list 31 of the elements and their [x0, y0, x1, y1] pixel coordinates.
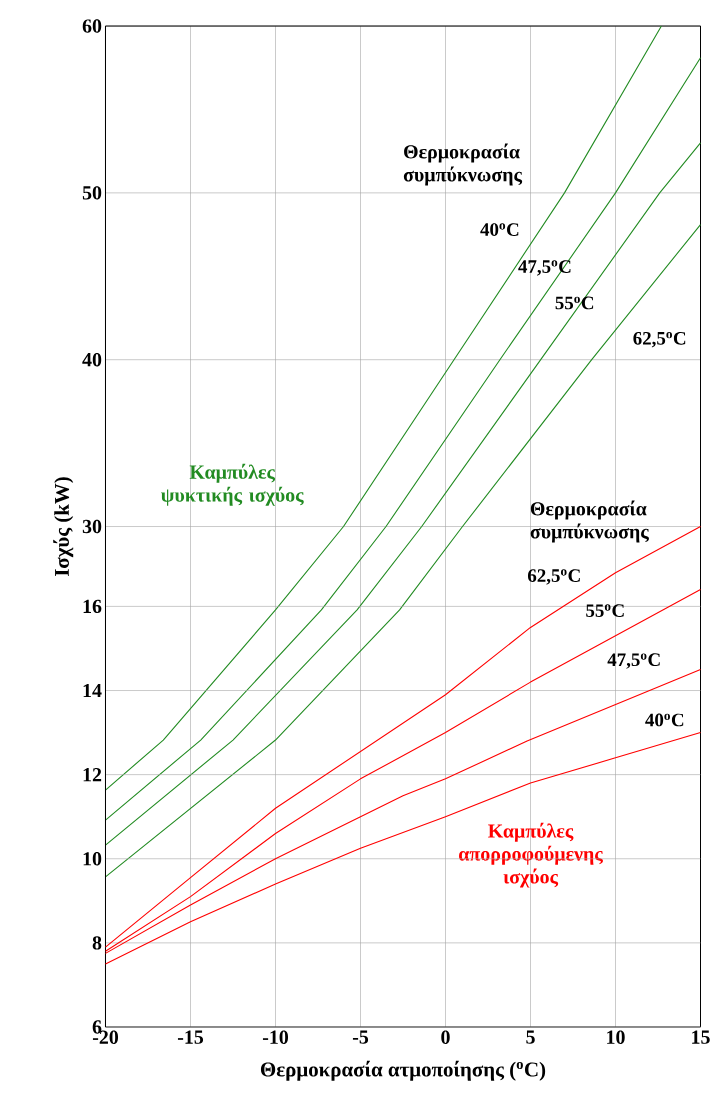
y2-tick-label: 14: [83, 683, 102, 698]
x-tick-label: 10: [607, 1030, 625, 1044]
y-tick-label: 30: [82, 519, 102, 534]
annotation: Καμπύλες απορροφούμενης ισχύος: [459, 822, 603, 888]
annotation: Θερμοκρασία συμπύκνωσης: [530, 500, 649, 543]
x-tick-label: -10: [262, 1030, 289, 1044]
series-label: 62,5$^{o}$C: [633, 331, 686, 348]
x-axis-title: Θερμοκρασία ατμοποίησης ($^{o}$C): [260, 1060, 546, 1081]
series-label: 55$^{o}$C: [586, 604, 624, 617]
y2-tick-label: 12: [83, 768, 102, 782]
series-label: 55$^{o}$C: [555, 296, 594, 310]
series-label: 40$^{o}$C: [645, 713, 684, 727]
annotation: Θερμοκρασία συμπύκνωσης: [403, 143, 523, 186]
annotation: Καμπύλες ψυκτικής ισχύος: [161, 463, 304, 506]
x-tick-label: 0: [441, 1030, 450, 1044]
y2-tick-label: 8: [92, 936, 102, 950]
series-label: 47,5$^{o}$C: [607, 653, 660, 669]
x-tick-label: 15: [692, 1030, 710, 1044]
y-axis-title: Ισχύς (kW): [53, 477, 74, 577]
y2-tick-label: 16: [83, 599, 102, 614]
y-tick-label: 60: [82, 19, 102, 33]
series-label: 62,5$^{o}$C: [527, 569, 580, 585]
x-tick-label: 5: [526, 1030, 535, 1044]
line-series: [104, 732, 702, 965]
y-tick-label: 40: [82, 352, 102, 367]
line-series: [104, 525, 702, 948]
x-tick-label: -15: [177, 1030, 204, 1044]
y-tick-label: 50: [82, 186, 102, 200]
x-tick-label: -5: [352, 1030, 369, 1044]
y2-tick-label: 10: [83, 852, 102, 866]
series-label: 40$^{o}$C: [480, 223, 519, 236]
